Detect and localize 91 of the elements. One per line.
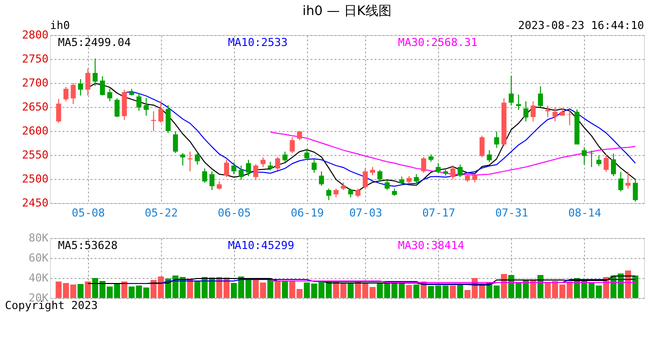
candlestick xyxy=(538,86,543,108)
candlestick xyxy=(107,88,112,102)
chart-title: ih0 — 日K线图 xyxy=(302,4,392,19)
candlestick xyxy=(100,76,105,96)
candlestick xyxy=(114,98,120,118)
candlestick xyxy=(122,89,127,120)
candlestick xyxy=(494,130,500,148)
candlestick xyxy=(362,168,368,190)
text: Copyright 2023 xyxy=(5,299,98,312)
x-tick-label: 05-08 xyxy=(72,206,105,220)
text: MA5:2499.04 xyxy=(58,36,132,49)
x-tick-label: 05-22 xyxy=(144,206,178,220)
y-tick-label: 2500 xyxy=(22,172,48,186)
x-tick-label: 07-03 xyxy=(349,206,382,220)
text: MA10:2533 xyxy=(228,36,288,49)
candlestick xyxy=(304,148,310,160)
candlestick xyxy=(632,178,638,202)
y-tick-label: 80K xyxy=(28,232,49,244)
candlestick xyxy=(480,135,485,158)
candlestick xyxy=(567,110,572,126)
candlestick xyxy=(78,78,84,96)
candlestick xyxy=(180,152,186,166)
candlestick xyxy=(275,156,280,171)
text: MA10:45299 xyxy=(228,239,294,252)
text: ih0 xyxy=(50,19,70,32)
candlestick xyxy=(172,130,178,154)
candlestick xyxy=(158,100,164,124)
candlestick xyxy=(464,172,470,182)
candlestick xyxy=(318,170,324,186)
candlestick xyxy=(384,178,390,191)
candlestick xyxy=(224,159,230,178)
candlestick xyxy=(253,164,258,180)
candlestick xyxy=(589,150,594,168)
x-tick-label: 07-17 xyxy=(422,206,456,220)
x-tick-label: 06-05 xyxy=(218,206,251,220)
candlestick xyxy=(523,100,528,122)
candlestick xyxy=(238,165,244,180)
candlestick xyxy=(516,94,522,110)
candlestick xyxy=(450,165,456,180)
candlestick xyxy=(231,162,236,175)
candlestick xyxy=(85,68,90,96)
candlestick xyxy=(194,152,200,166)
candlestick xyxy=(326,188,332,201)
candlestick xyxy=(552,106,558,122)
y-tick-label: 2450 xyxy=(22,196,48,210)
text: MA30:2568.31 xyxy=(398,36,478,49)
candlestick xyxy=(618,171,624,192)
candlestick xyxy=(166,104,171,134)
candlestick xyxy=(92,58,98,86)
y-tick-label: 2700 xyxy=(22,76,48,90)
candlestick xyxy=(70,82,76,105)
candlestick xyxy=(582,146,587,166)
candlestick xyxy=(290,136,295,154)
y-tick-label: 2550 xyxy=(22,148,48,162)
y-tick-label: 60K xyxy=(28,252,49,264)
text: MA5:53628 xyxy=(58,239,118,252)
text: 2023-08-23 16:44:10 xyxy=(518,19,644,32)
candlestick xyxy=(63,86,68,102)
text: MA30:38414 xyxy=(398,239,465,252)
candlestick xyxy=(545,105,550,118)
candlestick xyxy=(56,98,62,124)
candlestick xyxy=(312,159,317,174)
candlestick xyxy=(604,154,609,172)
x-tick-label: 06-19 xyxy=(290,206,324,220)
x-tick-label: 08-14 xyxy=(568,206,602,220)
candlestick xyxy=(421,156,426,174)
candlestick xyxy=(508,75,514,106)
candlestick xyxy=(246,159,251,177)
candlestick xyxy=(136,93,142,112)
candlestick xyxy=(377,169,382,182)
candlestick xyxy=(209,170,214,191)
candlestick xyxy=(458,164,463,178)
candlestick xyxy=(144,97,149,116)
candlestick xyxy=(610,153,616,177)
candlestick xyxy=(436,162,441,174)
x-tick-label: 07-31 xyxy=(495,206,528,220)
y-tick-label: 40K xyxy=(28,272,49,284)
candlestick xyxy=(202,168,208,184)
candlestick xyxy=(486,150,492,163)
candlestick xyxy=(414,174,419,184)
candlestick xyxy=(151,110,156,132)
candlestick xyxy=(596,154,602,167)
candlestick xyxy=(297,130,302,141)
y-tick-label: 2800 xyxy=(22,28,48,42)
y-tick-label: 2650 xyxy=(22,100,48,114)
y-tick-label: 2600 xyxy=(22,124,48,138)
candlestick xyxy=(188,151,193,172)
candlestick xyxy=(260,156,266,168)
y-tick-label: 2750 xyxy=(22,52,48,66)
candlestick xyxy=(530,100,536,122)
candlestick xyxy=(282,151,288,162)
